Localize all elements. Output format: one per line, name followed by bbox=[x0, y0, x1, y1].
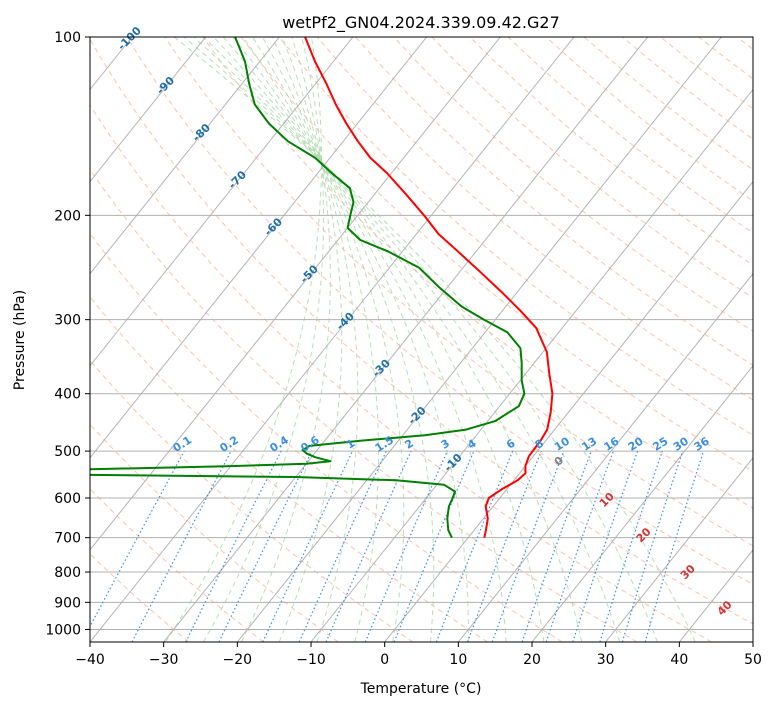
moist-adiabat-line bbox=[278, 37, 343, 642]
mixing-ratio-line bbox=[491, 450, 565, 642]
moist-adiabat-line bbox=[240, 37, 331, 642]
x-tick-label: 10 bbox=[449, 652, 467, 668]
mixing-ratio-line bbox=[185, 450, 282, 642]
isotherm-line bbox=[90, 37, 575, 642]
dry-adiabat-line bbox=[164, 37, 753, 547]
dry-adiabat-line bbox=[202, 37, 753, 509]
x-tick-label: −10 bbox=[296, 652, 326, 668]
dry-adiabat-lines bbox=[90, 37, 753, 642]
isotherm-line bbox=[163, 37, 649, 642]
y-axis-label: Pressure (hPa) bbox=[12, 290, 28, 390]
dewpoint-profile-line bbox=[90, 37, 526, 539]
mixing-ratio-line bbox=[644, 450, 705, 642]
isotherm-line bbox=[90, 37, 280, 275]
moist-adiabat-line bbox=[173, 37, 696, 642]
y-tick-label: 300 bbox=[54, 313, 81, 329]
mixing-ratio-line bbox=[325, 450, 412, 642]
dry-adiabat-line bbox=[90, 423, 339, 642]
dry-adiabat-line bbox=[90, 488, 264, 642]
mixing-ratio-line bbox=[621, 450, 684, 642]
isotherm-line bbox=[457, 272, 753, 642]
isotherm-line bbox=[310, 88, 753, 642]
moist-adiabat-line bbox=[203, 37, 583, 642]
x-tick-label: −20 bbox=[223, 652, 253, 668]
moist-adiabat-line bbox=[213, 37, 545, 642]
dry-adiabat-line bbox=[393, 37, 753, 332]
x-tick-label: 40 bbox=[670, 652, 688, 668]
temperature-profile-line bbox=[304, 37, 554, 538]
y-tick-label: 1000 bbox=[45, 622, 81, 638]
isotherm-line bbox=[90, 37, 207, 183]
dry-adiabat-line bbox=[90, 38, 753, 625]
x-axis-label: Temperature (°C) bbox=[360, 681, 482, 697]
mixing-ratio-line bbox=[466, 450, 542, 642]
x-tick-label: −30 bbox=[149, 652, 179, 668]
isotherm-line bbox=[236, 37, 722, 642]
moist-adiabat-line bbox=[203, 37, 325, 642]
mixing-ratio-line bbox=[364, 450, 448, 642]
isotherm-line bbox=[90, 37, 354, 367]
y-tick-label: 400 bbox=[54, 387, 81, 403]
moist-adiabat-line bbox=[242, 37, 435, 642]
y-tick-label: 800 bbox=[54, 565, 81, 581]
isotherm-line bbox=[90, 37, 428, 459]
mixing-ratio-line bbox=[521, 450, 592, 642]
y-tick-label: 200 bbox=[54, 208, 81, 224]
y-tick-label: 900 bbox=[54, 595, 81, 611]
dry-adiabat-line bbox=[90, 296, 488, 642]
dry-adiabat-line bbox=[90, 104, 712, 642]
y-tick-label: 600 bbox=[54, 491, 81, 507]
isotherm-line bbox=[531, 364, 753, 642]
chart-title: wetPf2_GN04.2024.339.09.42.G27 bbox=[282, 13, 560, 33]
dry-adiabat-line bbox=[317, 37, 753, 401]
moist-adiabat-line bbox=[262, 37, 379, 642]
moist-adiabat-line bbox=[165, 37, 323, 642]
moist-adiabat-line bbox=[232, 37, 469, 642]
x-tick-label: −40 bbox=[75, 652, 105, 668]
x-tick-label: 20 bbox=[523, 652, 541, 668]
moist-adiabat-line bbox=[222, 37, 507, 642]
dry-adiabat-line bbox=[90, 553, 190, 642]
mixing-ratio-line bbox=[572, 450, 639, 642]
mixing-ratio-lines bbox=[90, 450, 705, 642]
mixing-ratio-line bbox=[435, 450, 514, 642]
mixing-ratio-line bbox=[393, 450, 475, 642]
moist-adiabat-line bbox=[252, 37, 405, 642]
sounding-series bbox=[90, 37, 554, 539]
isotherm-line bbox=[90, 37, 501, 551]
y-tick-label: 100 bbox=[54, 30, 81, 46]
isotherm-line bbox=[605, 457, 753, 642]
isotherm-line bbox=[384, 180, 753, 642]
isotherm-lines bbox=[90, 37, 753, 642]
mixing-ratio-line bbox=[599, 450, 663, 642]
plot-frame bbox=[89, 36, 754, 643]
mixing-ratio-line bbox=[545, 450, 614, 642]
x-tick-label: 0 bbox=[380, 652, 389, 668]
y-tick-label: 700 bbox=[54, 531, 81, 547]
pressure-grid-lines bbox=[90, 37, 753, 630]
x-tick-label: 30 bbox=[597, 652, 615, 668]
dry-adiabat-line bbox=[90, 168, 638, 642]
dry-adiabat-line bbox=[278, 37, 753, 436]
mixing-ratio-line bbox=[90, 450, 185, 628]
dry-adiabat-line bbox=[90, 232, 563, 642]
x-tick-label: 50 bbox=[744, 652, 762, 668]
y-tick-label: 500 bbox=[54, 444, 81, 460]
